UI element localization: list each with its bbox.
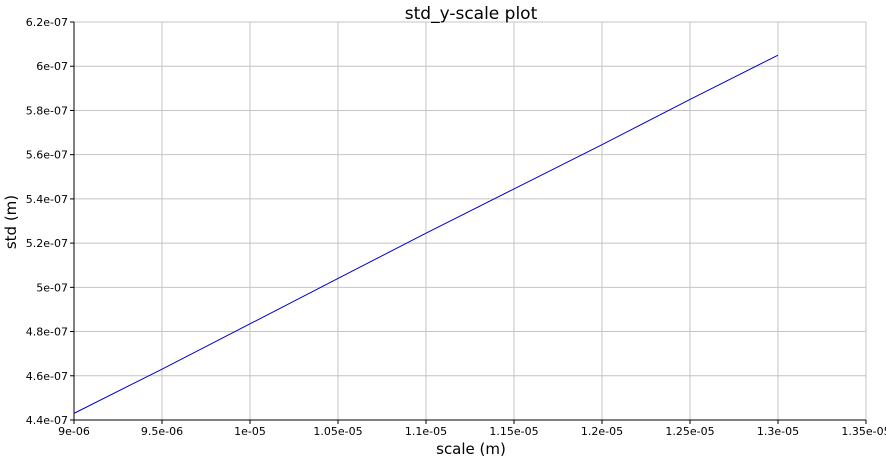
y-tick-label: 5.4e-07 [26, 193, 68, 206]
series-line [73, 54, 779, 414]
x-tick-label: 1.3e-05 [757, 425, 799, 438]
y-tick-label: 5.8e-07 [26, 104, 68, 117]
y-tick-label: 4.8e-07 [26, 326, 68, 339]
x-tick-label: 1.05e-05 [313, 425, 362, 438]
x-tick-label: 1.1e-05 [405, 425, 447, 438]
x-tick-label: 1.25e-05 [665, 425, 714, 438]
y-tick-label: 5.2e-07 [26, 237, 68, 250]
chart-title: std_y-scale plot [405, 4, 538, 24]
y-axis-label: std (m) [2, 195, 20, 249]
x-tick-label: 9.5e-06 [141, 425, 183, 438]
axes [70, 21, 867, 424]
y-tick-label: 4.6e-07 [26, 370, 68, 383]
tick-labels: 9e-06 9.5e-06 1e-05 1.05e-05 1.1e-05 1.15e-05… [26, 16, 886, 438]
y-tick-label: 6.2e-07 [26, 16, 68, 29]
y-tick-label: 5e-07 [36, 281, 68, 294]
y-tick-label: 5.6e-07 [26, 149, 68, 162]
x-tick-label: 1e-05 [234, 425, 266, 438]
y-tick-label: 6e-07 [36, 60, 68, 73]
series-layer [73, 54, 779, 414]
y-tick-label: 4.4e-07 [26, 414, 68, 427]
x-tick-label: 1.2e-05 [581, 425, 623, 438]
x-tick-label: 9e-06 [58, 425, 90, 438]
x-tick-label: 1.15e-05 [489, 425, 538, 438]
x-axis-label: scale (m) [436, 440, 506, 458]
x-tick-label: 1.35e-05 [841, 425, 886, 438]
